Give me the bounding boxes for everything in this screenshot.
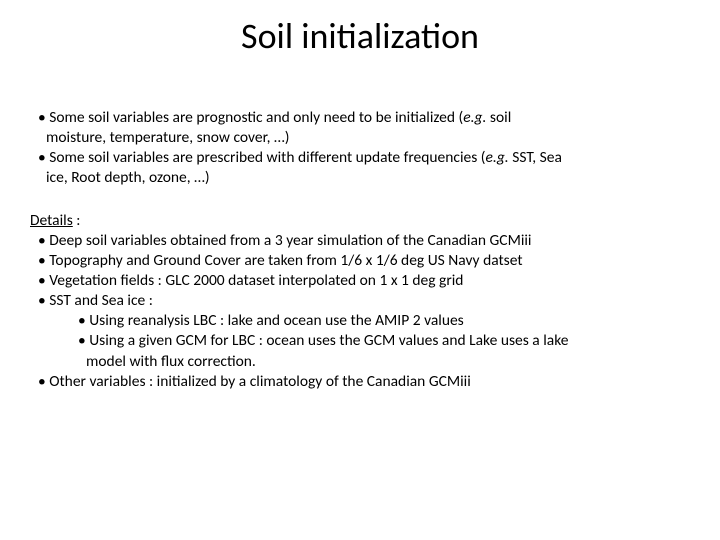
bullet-prognostic-cont: moisture, temperature, snow cover, …) — [30, 128, 690, 148]
text: • Some soil variables are prognostic and… — [38, 108, 463, 127]
intro-group: • Some soil variables are prognostic and… — [30, 108, 690, 189]
details-group: Details : • Deep soil variables obtained… — [30, 211, 690, 392]
detail-sst-seaice: • SST and Sea ice : — [38, 291, 690, 311]
slide: Soil initialization • Some soil variable… — [0, 0, 720, 540]
slide-body: • Some soil variables are prognostic and… — [30, 108, 690, 392]
text: • Some soil variables are prescribed wit… — [38, 148, 486, 167]
bullet-prognostic: • Some soil variables are prognostic and… — [38, 108, 690, 128]
detail-vegetation: • Vegetation fields : GLC 2000 dataset i… — [38, 271, 690, 291]
details-heading-line: Details : — [30, 211, 690, 231]
bullet-prescribed-cont: ice, Root depth, ozone, …) — [30, 168, 690, 188]
detail-other: • Other variables : initialized by a cli… — [38, 372, 690, 392]
details-heading: Details — [30, 211, 73, 230]
bullet-prescribed: • Some soil variables are prescribed wit… — [38, 148, 690, 168]
details-heading-after: : — [73, 211, 81, 230]
text: SST, Sea — [509, 148, 562, 167]
detail-deep-soil: • Deep soil variables obtained from a 3 … — [38, 231, 690, 251]
slide-title: Soil initialization — [30, 14, 690, 58]
detail-gcm: • Using a given GCM for LBC : ocean uses… — [78, 331, 690, 351]
eg-italic: e.g. — [463, 108, 486, 127]
detail-reanalysis: • Using reanalysis LBC : lake and ocean … — [78, 311, 690, 331]
detail-topography: • Topography and Ground Cover are taken … — [38, 251, 690, 271]
text: soil — [486, 108, 511, 127]
detail-gcm-cont: model with flux correction. — [86, 352, 690, 372]
eg-italic: e.g. — [486, 148, 509, 167]
